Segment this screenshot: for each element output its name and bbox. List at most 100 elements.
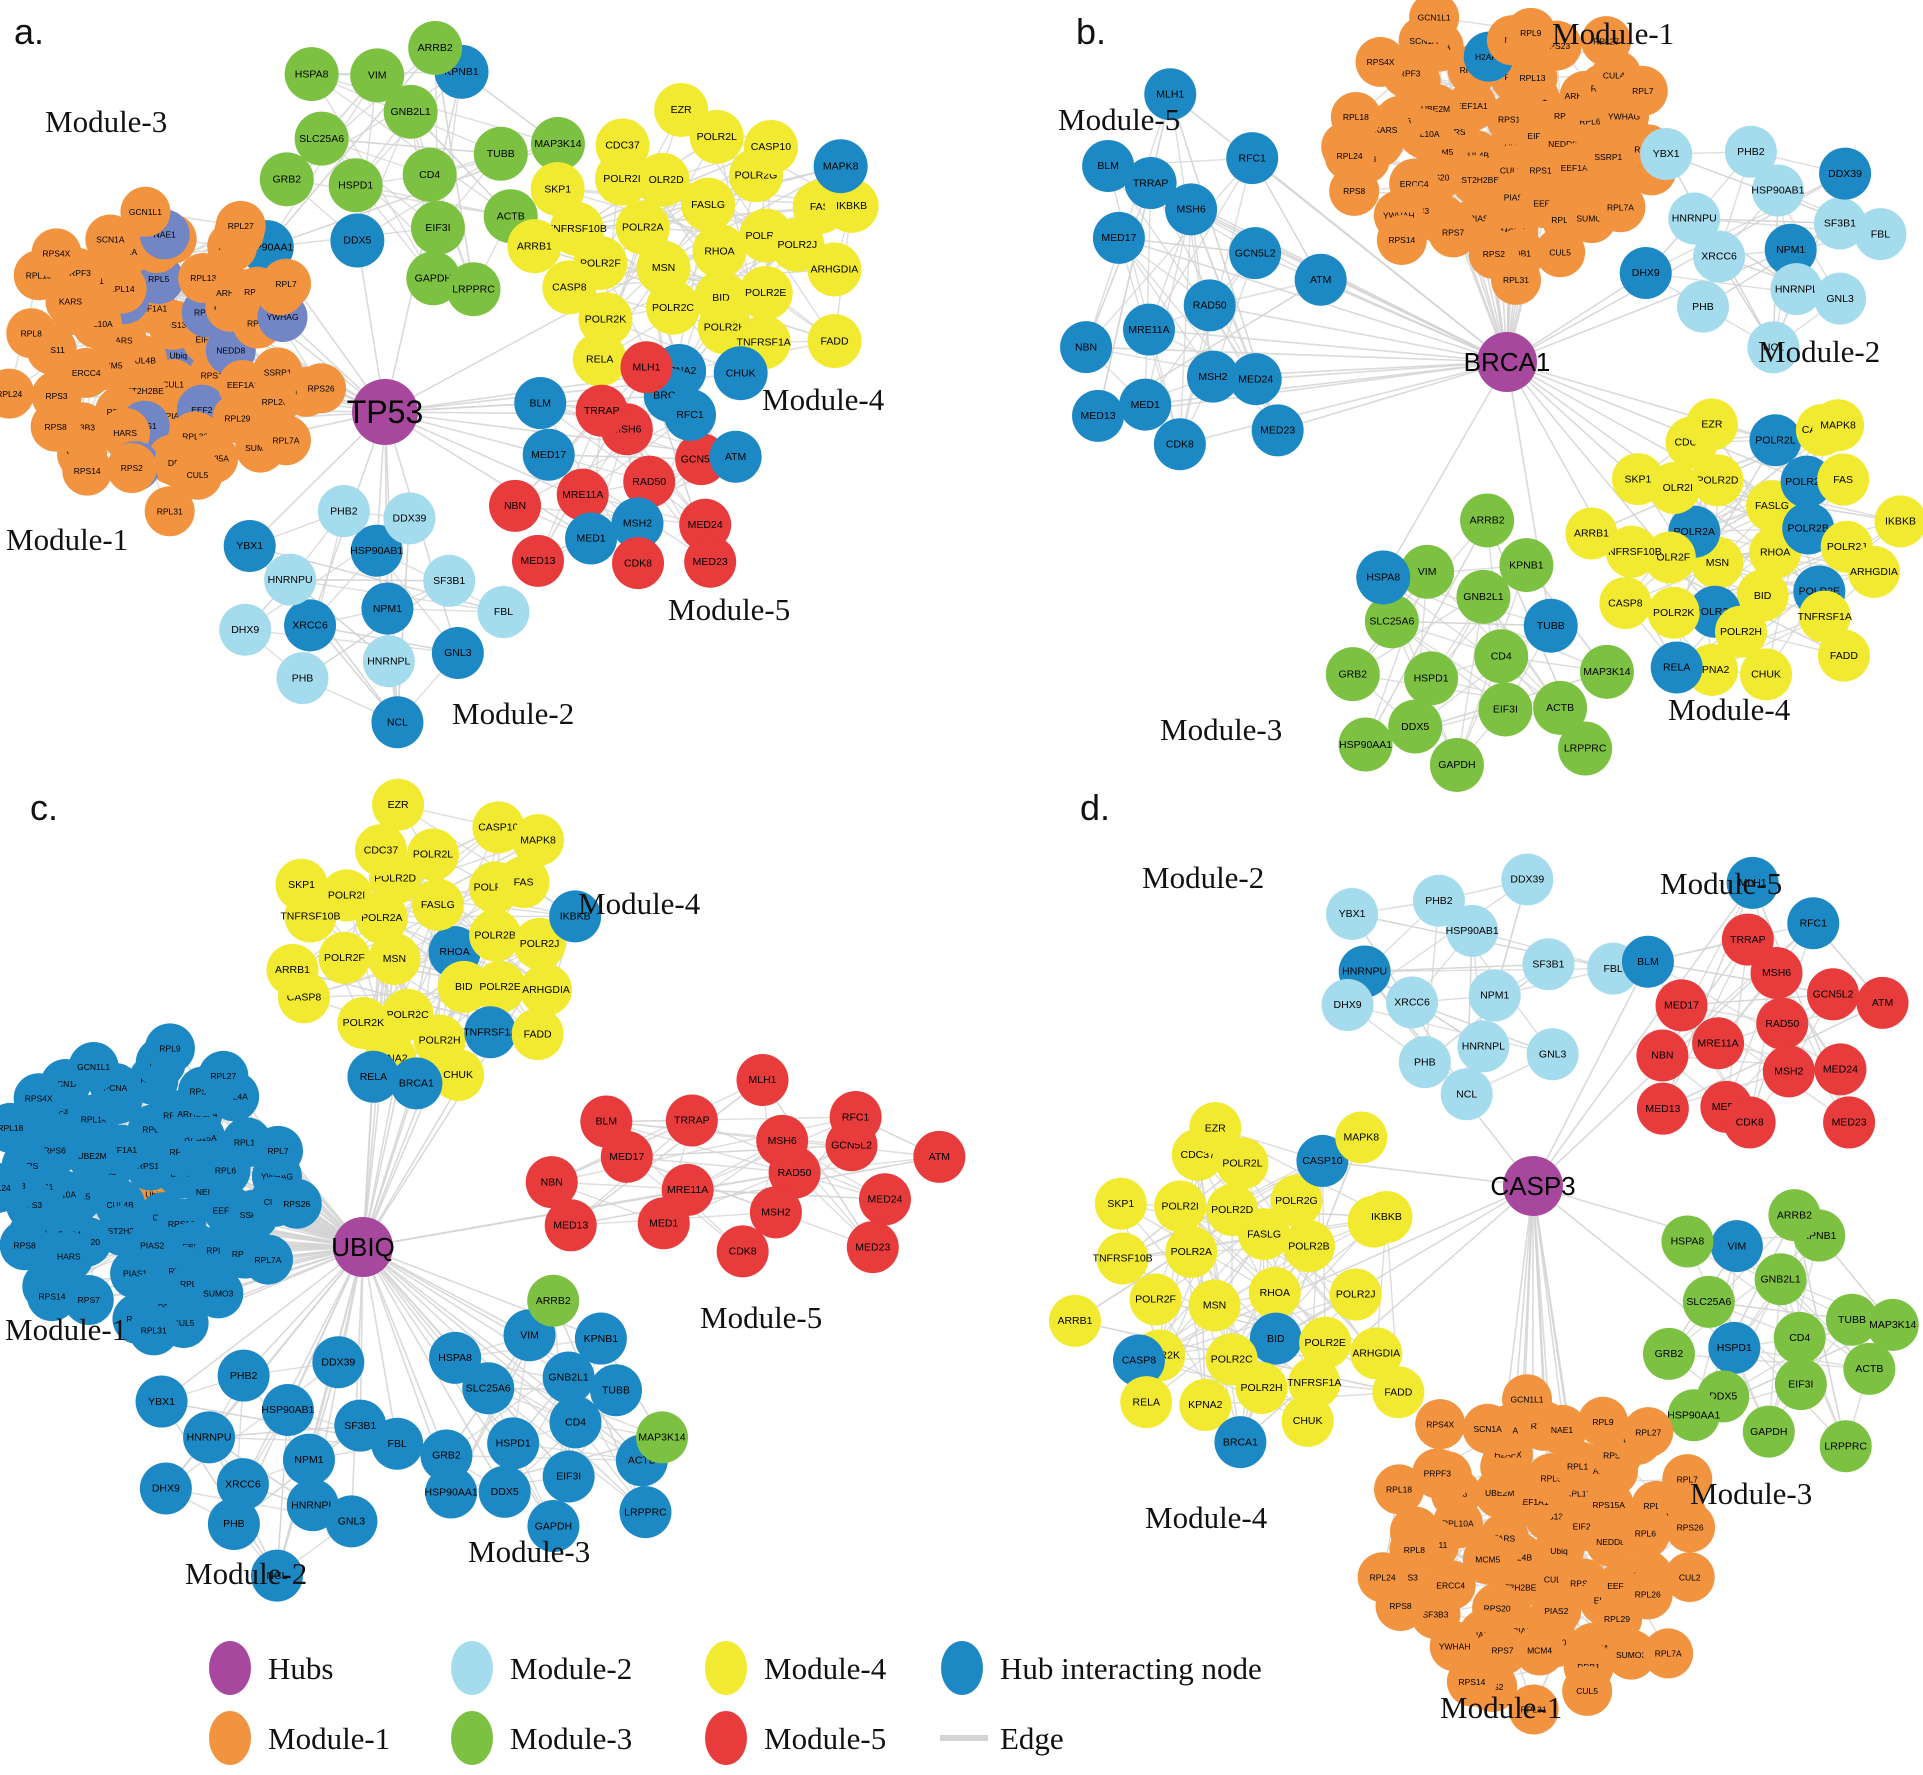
- node-circle-POLR2B[interactable]: [469, 909, 522, 962]
- node-circle-MLH1[interactable]: [620, 341, 673, 394]
- node-KPNB1[interactable]: KPNB1: [1499, 538, 1554, 593]
- node-circle-GCN5L2[interactable]: [1229, 227, 1282, 280]
- node-FBL[interactable]: FBL: [371, 1417, 424, 1470]
- node-ARRB2[interactable]: ARRB2: [1460, 493, 1515, 548]
- node-RPS4X[interactable]: RPS4X: [31, 228, 82, 279]
- node-NBN[interactable]: NBN: [1636, 1029, 1689, 1082]
- node-circle-HSPD1[interactable]: [487, 1417, 540, 1470]
- node-DDX39[interactable]: DDX39: [383, 492, 436, 545]
- node-MLH1[interactable]: MLH1: [620, 341, 673, 394]
- node-circle-RPL18[interactable]: [1374, 1464, 1425, 1515]
- node-circle-GNL3[interactable]: [1526, 1028, 1579, 1081]
- node-circle-DDX5[interactable]: [478, 1465, 531, 1518]
- node-NPM1[interactable]: NPM1: [361, 582, 414, 635]
- node-circle-RPS4X[interactable]: [31, 228, 82, 279]
- node-MED13[interactable]: MED13: [512, 534, 565, 587]
- node-TUBB[interactable]: TUBB: [1523, 598, 1578, 653]
- node-circle-GNL3[interactable]: [325, 1495, 378, 1548]
- node-circle-MAP3K14[interactable]: [530, 117, 585, 172]
- node-circle-NPM1[interactable]: [361, 582, 414, 635]
- node-circle-EZR[interactable]: [372, 778, 425, 831]
- hub-circle-CASP3[interactable]: [1503, 1156, 1563, 1216]
- node-circle-CHUK[interactable]: [713, 346, 768, 401]
- node-circle-RPL24[interactable]: [1357, 1552, 1408, 1603]
- node-GNB2L1[interactable]: GNB2L1: [1456, 569, 1511, 624]
- node-circle-GCN1L1[interactable]: [1501, 1374, 1552, 1425]
- node-circle-EZR[interactable]: [1685, 398, 1738, 451]
- node-HNRNPU[interactable]: HNRNPU: [1668, 192, 1721, 245]
- node-SF3B1[interactable]: SF3B1: [1522, 938, 1575, 991]
- node-circle-SUMO3[interactable]: [1606, 1629, 1657, 1680]
- node-circle-MED23[interactable]: [684, 535, 737, 588]
- node-circle-GRB2[interactable]: [1325, 647, 1380, 702]
- node-circle-RPS2[interactable]: [106, 442, 157, 493]
- node-MED1[interactable]: MED1: [637, 1197, 690, 1250]
- node-CDC37[interactable]: CDC37: [595, 118, 650, 173]
- node-FAS[interactable]: FAS: [1817, 453, 1870, 506]
- node-circle-HSPA8[interactable]: [1661, 1215, 1714, 1268]
- node-RPL9[interactable]: RPL9: [1577, 1396, 1628, 1447]
- node-circle-RPL9[interactable]: [1505, 7, 1556, 58]
- node-FADD[interactable]: FADD: [807, 314, 862, 369]
- node-circle-EIF3I[interactable]: [1478, 682, 1533, 737]
- node-HNRNPU[interactable]: HNRNPU: [183, 1411, 236, 1464]
- node-SLC25A6[interactable]: SLC25A6: [294, 111, 349, 166]
- node-MED23[interactable]: MED23: [1251, 404, 1304, 457]
- node-circle-MSH6[interactable]: [756, 1114, 809, 1167]
- node-circle-EEF1A1[interactable]: [1446, 81, 1497, 132]
- node-circle-MED23[interactable]: [1823, 1096, 1876, 1149]
- node-circle-MSN[interactable]: [1188, 1279, 1241, 1332]
- node-circle-POLR2I[interactable]: [1154, 1180, 1207, 1233]
- node-PHB2[interactable]: PHB2: [217, 1349, 270, 1402]
- node-YBX1[interactable]: YBX1: [1326, 888, 1379, 941]
- node-circle-MED1[interactable]: [565, 512, 618, 565]
- node-circle-YBX1[interactable]: [223, 520, 276, 573]
- node-RFC1[interactable]: RFC1: [1787, 897, 1840, 950]
- node-HSPA8[interactable]: HSPA8: [429, 1331, 482, 1384]
- node-circle-CD4[interactable]: [1474, 629, 1529, 684]
- node-POLR2D[interactable]: POLR2D: [1206, 1184, 1259, 1237]
- node-RPS4X[interactable]: RPS4X: [1415, 1399, 1466, 1450]
- node-circle-BID[interactable]: [437, 960, 490, 1013]
- node-circle-POLR2K[interactable]: [337, 997, 390, 1050]
- node-CHUK[interactable]: CHUK: [713, 346, 768, 401]
- node-RELA[interactable]: RELA: [572, 332, 627, 387]
- node-circle-DDX39[interactable]: [312, 1336, 365, 1389]
- node-circle-RPL7[interactable]: [1662, 1454, 1713, 1505]
- node-circle-BLM[interactable]: [514, 377, 567, 430]
- node-MED24[interactable]: MED24: [1814, 1043, 1867, 1096]
- node-POLR2H[interactable]: POLR2H: [1235, 1361, 1288, 1414]
- node-circle-LRPPRC[interactable]: [619, 1486, 672, 1539]
- node-circle-DDX39[interactable]: [1501, 853, 1554, 906]
- node-EZR[interactable]: EZR: [372, 778, 425, 831]
- node-SKP1[interactable]: SKP1: [1611, 453, 1664, 506]
- node-circle-HSP90AA1[interactable]: [1667, 1389, 1720, 1442]
- node-circle-HIST2H2BE[interactable]: [1450, 155, 1501, 206]
- node-circle-IKBKB[interactable]: [1874, 495, 1923, 548]
- node-circle-GCN5L2[interactable]: [1807, 968, 1860, 1021]
- node-PHB2[interactable]: PHB2: [1412, 874, 1465, 927]
- node-circle-GAPDH[interactable]: [1742, 1405, 1795, 1458]
- node-EIF3I[interactable]: EIF3I: [1478, 682, 1533, 737]
- node-RPL18[interactable]: RPL18: [1374, 1464, 1425, 1515]
- node-circle-ACTB[interactable]: [1843, 1342, 1896, 1395]
- node-circle-MED1[interactable]: [637, 1197, 690, 1250]
- node-circle-SF3B1[interactable]: [1522, 938, 1575, 991]
- node-RHOA[interactable]: RHOA: [692, 224, 747, 279]
- node-circle-RPS14[interactable]: [1376, 214, 1427, 265]
- node-PHB[interactable]: PHB: [1676, 280, 1729, 333]
- node-circle-LRPPRC[interactable]: [446, 262, 501, 317]
- node-BLM[interactable]: BLM: [514, 377, 567, 430]
- node-GCN1L1[interactable]: GCN1L1: [68, 1042, 119, 1093]
- node-MED17[interactable]: MED17: [1655, 979, 1708, 1032]
- node-circle-RELA[interactable]: [1120, 1376, 1173, 1429]
- node-TRRAP[interactable]: TRRAP: [1721, 913, 1774, 966]
- node-circle-TUBB[interactable]: [1825, 1293, 1878, 1346]
- node-POLR2B[interactable]: POLR2B: [469, 909, 522, 962]
- node-HNRNPL[interactable]: HNRNPL: [362, 635, 415, 688]
- node-circle-MED24[interactable]: [1814, 1043, 1867, 1096]
- hub-circle-TP53[interactable]: [352, 379, 418, 445]
- node-FADD[interactable]: FADD: [1817, 629, 1870, 682]
- node-circle-GNL3[interactable]: [1814, 272, 1867, 325]
- node-MAPK8[interactable]: MAPK8: [1335, 1111, 1388, 1164]
